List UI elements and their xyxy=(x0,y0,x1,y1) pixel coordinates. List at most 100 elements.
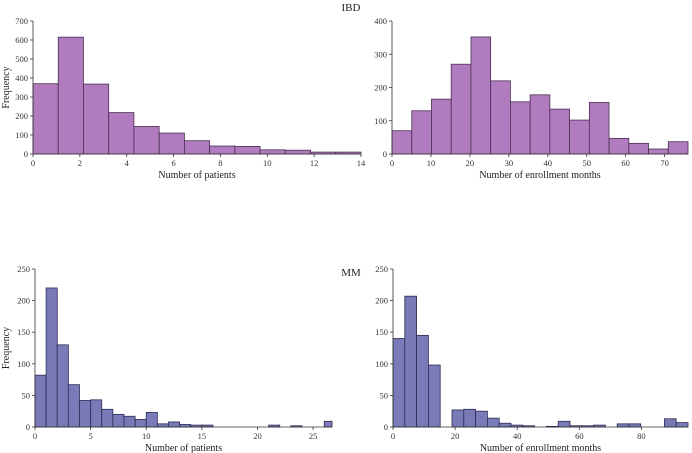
y-tick-label: 600 xyxy=(15,35,28,45)
y-tick-label: 0 xyxy=(26,422,30,432)
histogram-bar xyxy=(168,421,180,428)
histogram-bar xyxy=(486,417,500,428)
x-tick-label: 70 xyxy=(660,158,669,168)
y-tick-label: 300 xyxy=(374,49,387,59)
x-tick-label: 15 xyxy=(198,431,207,441)
histogram-bar xyxy=(90,399,103,428)
x-tick-label: 10 xyxy=(263,158,272,168)
y-tick-label: 100 xyxy=(374,116,387,126)
x-tick-label: 0 xyxy=(31,158,35,168)
histogram-bar xyxy=(133,126,160,155)
histogram-bar xyxy=(628,142,649,155)
histogram-bar xyxy=(411,110,432,155)
histogram-bar xyxy=(323,420,333,428)
y-tick-label: 200 xyxy=(375,296,388,306)
histogram-bar xyxy=(427,364,441,428)
y-tick-label: 250 xyxy=(375,264,388,274)
histogram-bar xyxy=(450,63,472,155)
x-tick-label: 40 xyxy=(513,431,522,441)
histogram-bar xyxy=(259,149,286,155)
histogram-bar xyxy=(416,334,429,428)
y-tick-label: 50 xyxy=(22,390,31,400)
histogram-bar xyxy=(101,408,114,428)
chart-panel-ibd-months: 0 10 20 30 40 50 60 70 0 100 200 300 400 Number of en… xyxy=(374,16,689,181)
x-tick-label: 40 xyxy=(544,158,553,168)
group-title-mm: MM xyxy=(341,267,361,279)
x-tick-label: 10 xyxy=(427,158,436,168)
y-tick-label: 500 xyxy=(15,54,28,64)
y-tick-label: 100 xyxy=(375,359,388,369)
histogram-bar xyxy=(183,140,211,155)
y-tick-label: 700 xyxy=(15,16,28,26)
y-tick-label: 300 xyxy=(15,92,28,102)
x-axis-label: Number of enrollment months xyxy=(479,170,600,181)
histogram-bar xyxy=(234,145,261,155)
x-tick-label: 14 xyxy=(357,158,366,168)
x-tick-label: 20 xyxy=(466,158,475,168)
y-tick-label: 250 xyxy=(17,264,30,274)
histogram-bar xyxy=(616,423,630,428)
histogram-bar xyxy=(664,418,677,428)
histogram-bar xyxy=(675,422,689,428)
x-tick-label: 12 xyxy=(310,158,319,168)
histogram-bar xyxy=(648,148,669,155)
histogram-bar xyxy=(156,423,169,428)
x-tick-label: 5 xyxy=(88,431,92,441)
histogram-bar xyxy=(529,94,551,155)
chart-panel-ibd-patients: 0 2 4 6 8 10 12 14 0 100 200 300 400 500 600 700 Number … xyxy=(1,16,366,181)
x-tick-label: 60 xyxy=(575,431,584,441)
histogram-bar xyxy=(549,108,570,155)
x-axis-label: Number of enrollment months xyxy=(480,443,601,453)
y-tick-label: 0 xyxy=(24,149,28,159)
y-tick-label: 400 xyxy=(15,73,28,83)
x-tick-label: 20 xyxy=(451,431,460,441)
histogram-bar xyxy=(475,410,488,428)
x-tick-label: 80 xyxy=(637,431,646,441)
y-tick-label: 50 xyxy=(380,390,389,400)
x-axis-label: Number of patients xyxy=(158,170,235,181)
histogram-bar xyxy=(108,112,135,155)
x-tick-label: 2 xyxy=(78,158,82,168)
x-tick-label: 0 xyxy=(33,431,37,441)
histogram-bar xyxy=(557,420,571,428)
histogram-bar xyxy=(470,36,492,155)
histogram-bar xyxy=(67,384,80,428)
histogram-bar xyxy=(608,137,630,155)
histogram-bar xyxy=(628,423,642,428)
histogram-bar xyxy=(284,149,311,155)
histogram-bar xyxy=(569,119,590,155)
x-axis-label: Number of patients xyxy=(145,443,222,453)
x-tick-label: 20 xyxy=(253,431,262,441)
group-title-ibd: IBD xyxy=(342,2,361,14)
y-tick-label: 0 xyxy=(384,422,388,432)
chart-panel-mm-months: 0 20 40 60 80 0 50 100 150 200 250 Number of enroll… xyxy=(375,264,689,453)
y-axis-label: Frequency xyxy=(1,327,12,369)
x-tick-label: 8 xyxy=(218,158,222,168)
histogram-bar xyxy=(123,415,136,428)
histogram-bar xyxy=(404,295,417,428)
histogram-bar xyxy=(134,419,147,428)
histogram-bar xyxy=(431,98,452,155)
histogram-bar xyxy=(158,132,185,155)
histogram-bar xyxy=(209,145,236,155)
y-tick-label: 100 xyxy=(17,359,30,369)
y-tick-label: 200 xyxy=(374,83,387,93)
histogram-bar xyxy=(490,80,511,155)
y-tick-label: 150 xyxy=(17,327,30,337)
y-axis-label: Frequency xyxy=(1,66,12,108)
x-tick-label: 50 xyxy=(582,158,591,168)
y-tick-label: 100 xyxy=(15,130,28,140)
histogram-bar xyxy=(392,338,406,428)
y-tick-label: 400 xyxy=(374,16,387,26)
histogram-bar xyxy=(145,412,158,428)
histogram-bar xyxy=(79,400,92,428)
x-tick-label: 30 xyxy=(505,158,514,168)
histogram-bar xyxy=(463,408,476,428)
histogram-bar xyxy=(45,287,58,428)
histogram-bar xyxy=(498,422,512,428)
histogram-bar xyxy=(509,101,531,155)
histogram-bar xyxy=(667,141,689,155)
x-tick-label: 10 xyxy=(142,431,151,441)
